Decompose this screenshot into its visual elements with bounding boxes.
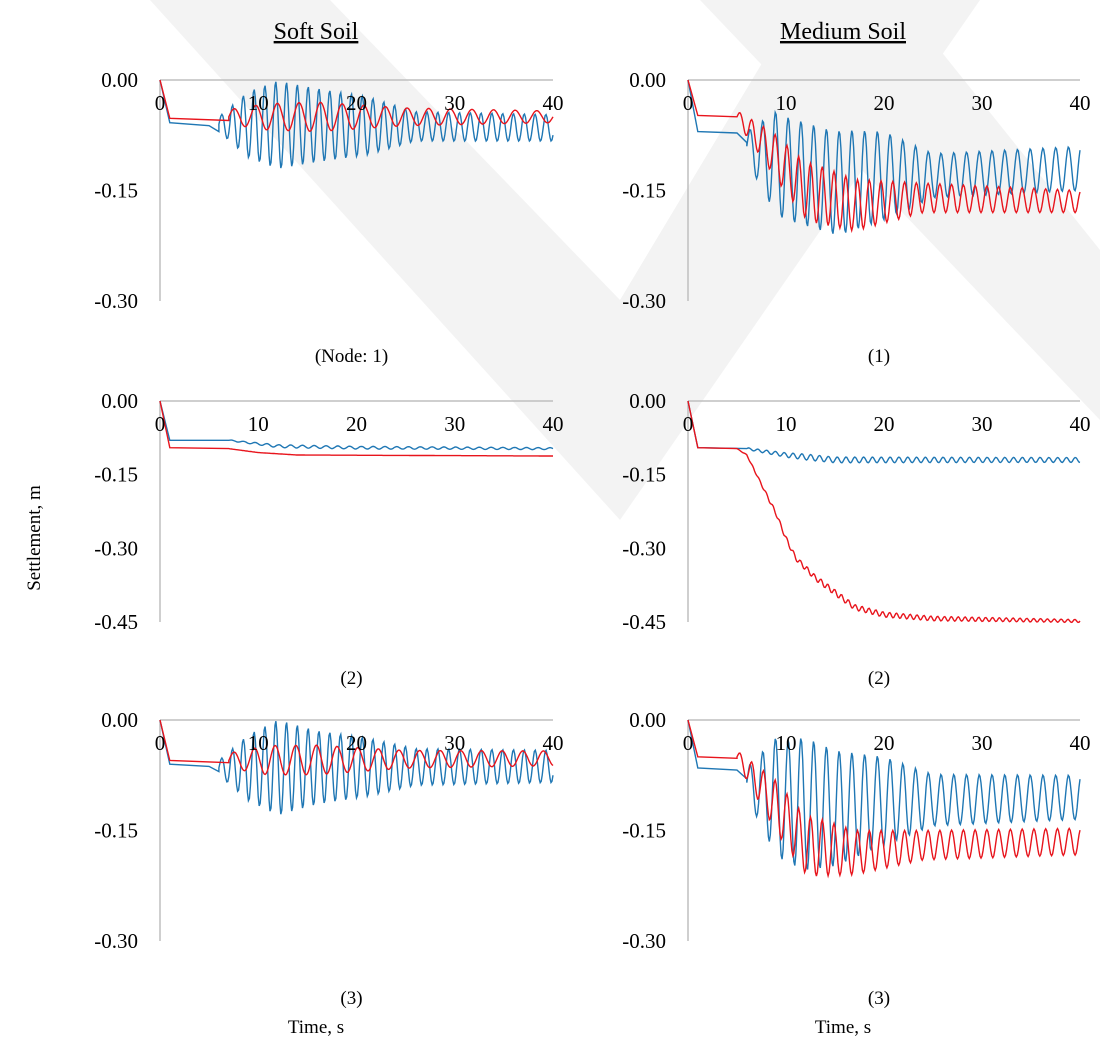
x-tick-label: 10 — [776, 731, 797, 755]
x-tick-label: 30 — [972, 731, 993, 755]
x-tick-label: 20 — [874, 412, 895, 436]
y-tick-label: -0.30 — [622, 536, 666, 560]
panel-medium-1: 0.00 -0.15 -0.30 0 10 20 30 40 (1) — [622, 68, 1090, 367]
panel-medium-3: 0.00 -0.15 -0.30 0 10 20 30 40 (3) — [622, 708, 1090, 1009]
x-tick-label: 30 — [972, 412, 993, 436]
x-tick-label: 0 — [683, 91, 694, 115]
panel-caption: (1) — [868, 346, 890, 367]
column-title-medium: Medium Soil — [780, 19, 906, 45]
series-line-blue — [159, 719, 554, 815]
panels: 0.00 -0.15 -0.30 0 10 20 30 40 (Node: 1) 0.00 -0.1… — [94, 68, 1090, 1009]
y-tick-label: -0.30 — [94, 289, 138, 313]
series-line-red — [687, 79, 1081, 234]
x-tick-label: 20 — [874, 91, 895, 115]
x-tick-label: 10 — [776, 412, 797, 436]
x-tick-label: 20 — [346, 412, 367, 436]
panel-caption: (3) — [340, 988, 362, 1009]
x-tick-label: 10 — [248, 731, 269, 755]
x-tick-label: 40 — [543, 91, 564, 115]
y-tick-label: 0.00 — [101, 389, 138, 413]
y-tick-label: -0.15 — [622, 463, 666, 487]
y-tick-label: 0.00 — [101, 68, 138, 92]
y-tick-label: -0.30 — [622, 929, 666, 953]
series-line-red — [159, 400, 553, 457]
y-tick-label: 0.00 — [629, 708, 666, 732]
y-tick-label: -0.45 — [622, 610, 666, 634]
x-tick-label: 10 — [776, 91, 797, 115]
y-tick-label: -0.15 — [622, 179, 666, 203]
y-tick-label: -0.30 — [622, 289, 666, 313]
panel-medium-2: 0.00 -0.15 -0.30 -0.45 0 10 20 30 40 (2) — [622, 389, 1090, 689]
y-tick-label: 0.00 — [101, 708, 138, 732]
panel-caption: (2) — [868, 668, 890, 689]
panel-soft-3: 0.00 -0.15 -0.30 0 10 20 30 40 (3) — [94, 708, 563, 1009]
x-tick-label: 40 — [543, 412, 564, 436]
x-tick-label: 20 — [874, 731, 895, 755]
y-tick-label: -0.15 — [94, 819, 138, 843]
x-tick-label: 40 — [543, 731, 564, 755]
x-axis-label-medium: Time, s — [815, 1017, 871, 1038]
series-line-blue — [687, 400, 1081, 464]
watermark — [150, 0, 1100, 520]
x-tick-label: 0 — [155, 412, 166, 436]
x-axis-label-soft: Time, s — [288, 1017, 344, 1038]
x-tick-label: 40 — [1070, 412, 1091, 436]
panel-caption: (Node: 1) — [315, 346, 388, 367]
y-tick-label: -0.30 — [94, 929, 138, 953]
y-tick-label: 0.00 — [629, 389, 666, 413]
y-tick-label: -0.15 — [94, 179, 138, 203]
x-tick-label: 30 — [444, 91, 465, 115]
x-tick-label: 10 — [248, 412, 269, 436]
column-title-soft: Soft Soil — [274, 19, 359, 45]
series-line-red — [687, 400, 1081, 624]
x-tick-label: 40 — [1070, 91, 1091, 115]
series-line-red — [687, 719, 1081, 879]
x-tick-label: 30 — [444, 412, 465, 436]
series-line-blue — [687, 719, 1081, 870]
y-tick-label: -0.15 — [622, 819, 666, 843]
y-tick-label: -0.15 — [94, 463, 138, 487]
panel-caption: (3) — [868, 988, 890, 1009]
y-tick-label: -0.45 — [94, 610, 138, 634]
x-tick-label: 0 — [155, 91, 166, 115]
series-line-blue — [159, 400, 554, 451]
x-tick-label: 30 — [444, 731, 465, 755]
y-tick-label: -0.30 — [94, 536, 138, 560]
panel-soft-2: 0.00 -0.15 -0.30 -0.45 0 10 20 30 40 (2) — [94, 389, 563, 689]
series-line-blue — [159, 79, 554, 169]
series-line-red — [159, 719, 554, 776]
x-tick-label: 10 — [248, 91, 269, 115]
panel-soft-1: 0.00 -0.15 -0.30 0 10 20 30 40 (Node: 1) — [94, 68, 563, 367]
panel-caption: (2) — [340, 668, 362, 689]
x-tick-label: 30 — [972, 91, 993, 115]
x-tick-label: 0 — [683, 731, 694, 755]
x-tick-label: 0 — [155, 731, 166, 755]
x-tick-label: 40 — [1070, 731, 1091, 755]
y-axis-label: Settlement, m — [24, 485, 45, 591]
x-tick-label: 20 — [346, 91, 367, 115]
x-tick-label: 0 — [683, 412, 694, 436]
series-line-red — [159, 79, 554, 132]
y-tick-label: 0.00 — [629, 68, 666, 92]
x-tick-label: 20 — [346, 731, 367, 755]
